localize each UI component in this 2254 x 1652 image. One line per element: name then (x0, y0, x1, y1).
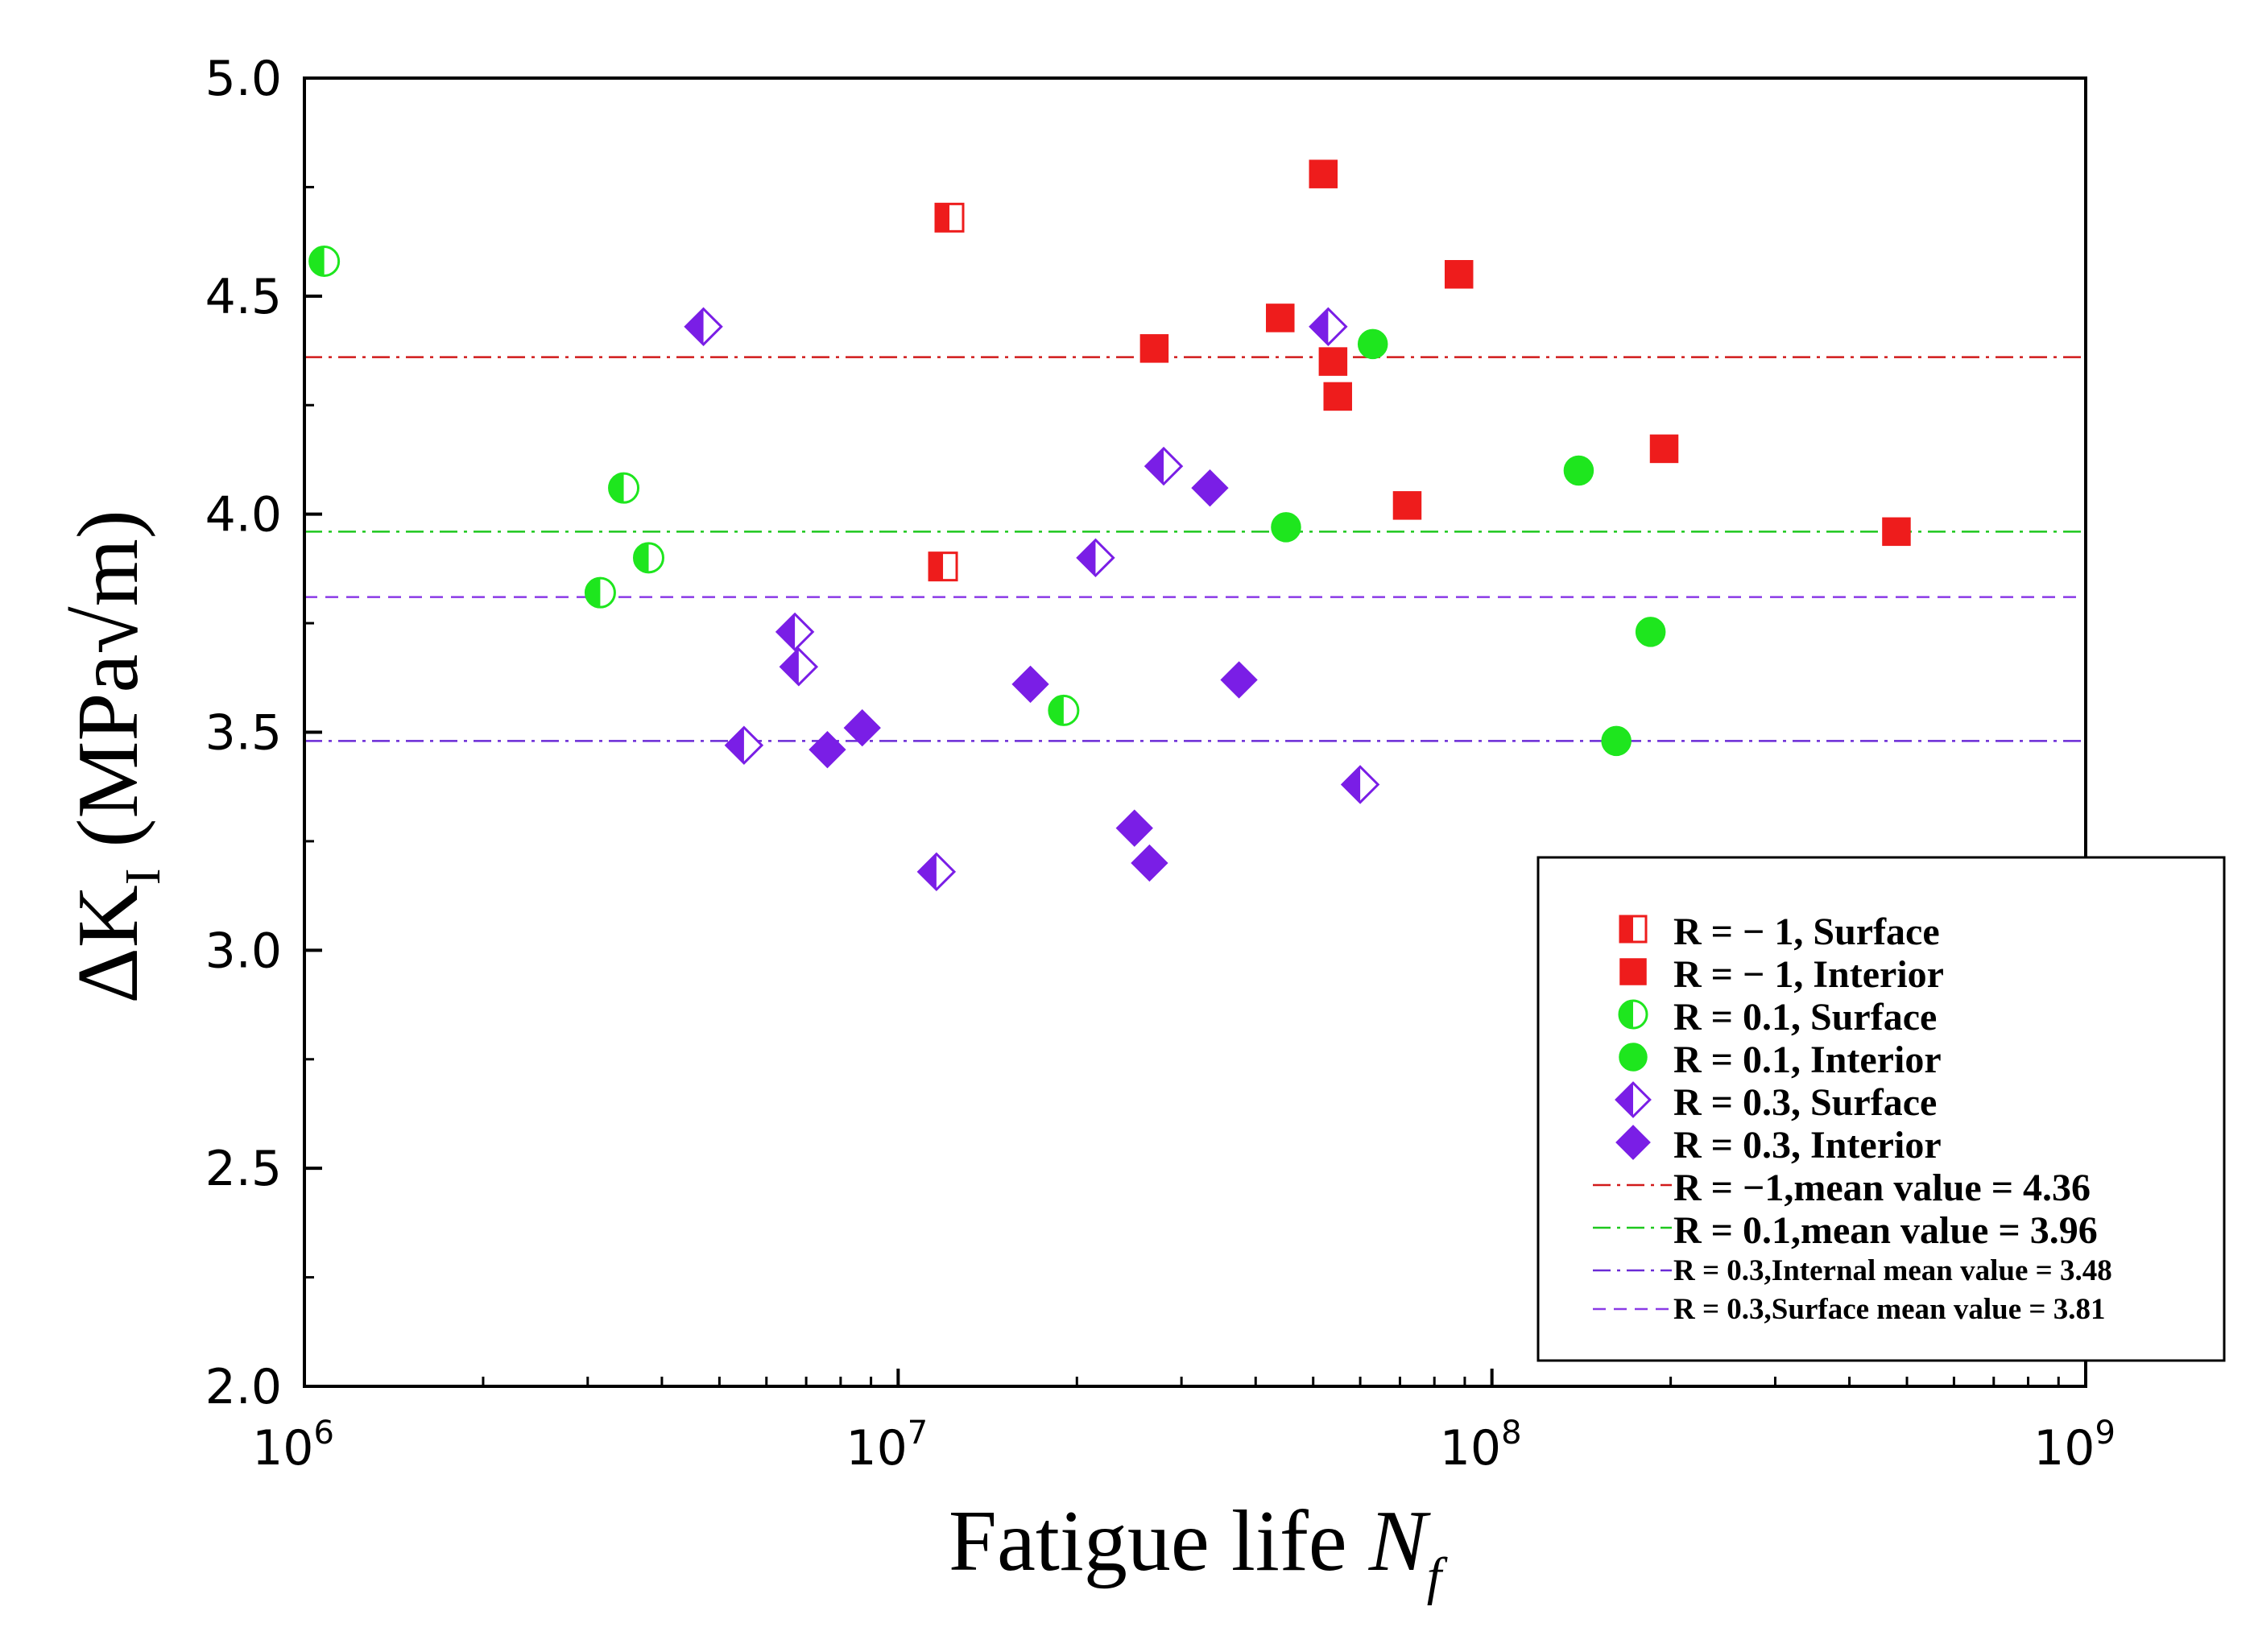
legend-label-4: R = 0.3, Surface (1673, 1081, 1937, 1124)
y-tick-label: 4.0 (205, 487, 282, 543)
legend-ref-label-2: R = 0.3,Internal mean value = 3.48 (1673, 1254, 2112, 1287)
y-tick-label: 5.0 (205, 51, 282, 107)
axis-titles: Fatigue life Nf ΔKI(MPa√m) (60, 510, 1448, 1606)
legend-marker-2 (1618, 999, 1648, 1030)
data-point-series0-1 (928, 551, 958, 582)
y-tick-label: 3.5 (205, 705, 282, 762)
data-point-series2-4 (1048, 694, 1080, 726)
data-point-series4-4 (775, 612, 815, 652)
x-tick-label: 107 (846, 1415, 928, 1476)
legend-label-3: R = 0.1, Interior (1673, 1039, 1942, 1081)
data-point-series3-1 (1563, 455, 1594, 486)
data-point-series1-6 (1649, 434, 1679, 464)
data-point-series3-4 (1601, 725, 1632, 757)
data-point-series3-3 (1635, 617, 1666, 647)
x-tick-label: 109 (2033, 1415, 2115, 1476)
legend-marker-3 (1619, 1043, 1648, 1072)
data-point-series5-4 (809, 731, 846, 769)
data-points (308, 159, 1911, 892)
legend-marker-4 (1615, 1081, 1652, 1118)
data-point-series4-0 (684, 307, 723, 346)
y-tick-label: 3.0 (205, 923, 282, 979)
legend-marker-5 (1615, 1125, 1651, 1160)
legend-marker-0 (1619, 915, 1648, 944)
legend-label-2: R = 0.1, Surface (1673, 996, 1937, 1039)
data-point-series0-0 (934, 202, 965, 233)
data-point-series1-3 (1139, 334, 1169, 363)
data-point-series3-2 (1271, 512, 1301, 543)
data-point-series5-6 (1131, 844, 1168, 882)
legend-marker-1 (1619, 958, 1647, 985)
data-point-series5-5 (1115, 809, 1153, 847)
data-point-series4-7 (1340, 765, 1380, 804)
data-point-series1-2 (1266, 304, 1295, 332)
x-tick-label: 106 (252, 1415, 334, 1476)
legend-label-1: R = − 1, Interior (1673, 953, 1944, 996)
data-point-series4-1 (1309, 307, 1348, 346)
x-tick-label: 108 (1440, 1415, 1522, 1476)
data-point-series4-8 (916, 852, 957, 892)
data-point-series4-5 (779, 647, 819, 687)
data-point-series1-4 (1318, 347, 1348, 376)
data-point-series5-2 (1220, 661, 1258, 699)
data-point-series1-8 (1882, 517, 1911, 547)
axes: 2.0 2.5 3.0 3.5 4.0 4.5 5.0 106 107 108 109 (205, 51, 2115, 1476)
legend-ref-label-0: R = −1,mean value = 4.36 (1673, 1167, 2091, 1209)
legend-label-5: R = 0.3, Interior (1673, 1124, 1942, 1167)
data-point-series3-0 (1357, 328, 1388, 360)
data-point-series4-6 (724, 725, 764, 765)
data-point-series2-1 (608, 472, 640, 504)
data-point-series1-5 (1323, 382, 1352, 411)
data-point-series5-0 (1191, 469, 1229, 507)
legend-box (1536, 856, 2226, 1362)
y-tick-label: 2.5 (205, 1141, 282, 1197)
data-point-series4-2 (1144, 446, 1184, 486)
y-tick-label: 2.0 (205, 1359, 282, 1415)
data-point-series1-0 (1309, 159, 1338, 188)
data-point-series4-3 (1076, 538, 1115, 578)
data-point-series1-7 (1392, 491, 1422, 520)
data-point-series2-3 (584, 576, 616, 609)
legend-ref-label-1: R = 0.1,mean value = 3.96 (1673, 1209, 2098, 1252)
data-point-series2-0 (308, 246, 341, 277)
y-tick-label: 4.5 (205, 269, 282, 325)
x-axis-title: Fatigue life Nf (949, 1493, 1448, 1606)
legend-ref-label-3: R = 0.3,Surface mean value = 3.81 (1673, 1293, 2105, 1326)
data-point-series5-3 (843, 708, 881, 747)
data-point-series2-2 (632, 542, 664, 574)
legend-label-0: R = − 1, Surface (1673, 911, 1940, 953)
data-point-series1-1 (1444, 260, 1474, 289)
y-axis-title: ΔKI(MPa√m) (60, 510, 171, 1003)
data-point-series5-1 (1011, 665, 1049, 704)
